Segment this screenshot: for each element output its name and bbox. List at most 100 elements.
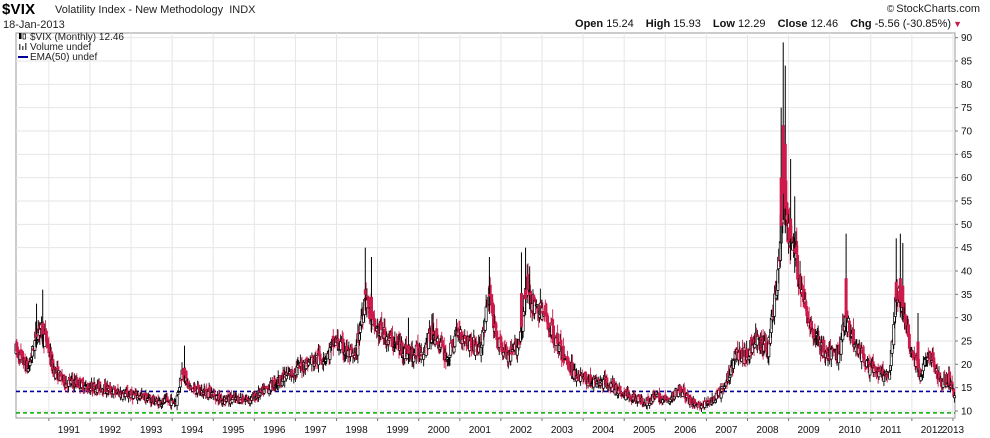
high-value: 15.93: [673, 18, 701, 30]
x-tick-label: 1994: [181, 425, 204, 436]
candle-body: [756, 335, 760, 337]
spike-body: [844, 278, 848, 318]
spike-body: [431, 331, 435, 334]
y-tick-label: 50: [961, 220, 973, 231]
candle-body: [864, 367, 868, 370]
brand-logo[interactable]: © StockCharts.com: [887, 3, 980, 15]
candle-body: [678, 385, 682, 394]
candle-body: [30, 346, 34, 357]
y-tick-label: 35: [961, 290, 973, 301]
candle-body: [892, 324, 896, 346]
candle-body: [170, 399, 174, 401]
y-tick-label: 60: [961, 173, 973, 184]
candle-body: [500, 342, 504, 352]
copyright-icon: ©: [886, 4, 895, 15]
candle-body: [807, 319, 811, 323]
spike-body: [894, 281, 898, 300]
index-name: Volatility Index - New Methodology INDX: [55, 4, 256, 16]
candle-body: [175, 395, 179, 406]
legend-price: $VIX (Monthly) 12.46: [30, 32, 124, 43]
legend-candle-icon: [22, 33, 26, 40]
candle-body: [907, 333, 911, 349]
candle-body: [285, 374, 289, 377]
x-tick-label: 1997: [304, 425, 327, 436]
y-tick-label: 75: [961, 103, 973, 114]
x-tick-label: 1999: [387, 425, 410, 436]
x-tick-label: 2004: [592, 425, 615, 436]
candle-body: [63, 375, 66, 387]
candle-body: [648, 403, 652, 406]
candle-body: [562, 359, 566, 361]
close-label: Close: [777, 18, 808, 30]
ticker-symbol: $VIX: [2, 1, 36, 18]
spike-body: [779, 177, 783, 227]
spike-body: [406, 345, 410, 354]
candle-body: [453, 335, 457, 347]
candle-body: [484, 306, 488, 322]
chart-date: 18-Jan-2013: [3, 19, 65, 31]
candle-body: [179, 379, 183, 382]
y-tick-label: 55: [961, 197, 973, 208]
x-tick-label: 1992: [99, 425, 122, 436]
candle-body: [158, 399, 162, 402]
candle-body: [197, 384, 200, 390]
candle-body: [424, 342, 428, 356]
x-tick-label: 2002: [510, 425, 533, 436]
spike-body: [793, 248, 797, 253]
spike-body: [528, 292, 532, 296]
spike-body: [35, 334, 39, 337]
candle-body: [888, 371, 892, 380]
candle-body: [767, 337, 771, 357]
chg-label: Chg: [850, 18, 872, 30]
spike-body: [41, 322, 45, 335]
candle-body: [564, 356, 568, 359]
spike-body: [519, 293, 523, 328]
spike-body: [363, 289, 367, 295]
x-tick-label: 2006: [674, 425, 697, 436]
x-tick-label: 1991: [58, 425, 81, 436]
spike-body: [487, 294, 491, 297]
candle-body: [682, 387, 686, 393]
candle-body: [719, 392, 723, 399]
y-tick-label: 90: [961, 33, 973, 44]
candle-body: [193, 385, 197, 392]
candle-body: [561, 345, 565, 363]
x-tick-label: 1996: [263, 425, 286, 436]
spike-body: [901, 285, 905, 307]
high-label: High: [645, 18, 671, 30]
x-tick-label: 2013: [942, 425, 965, 436]
x-tick-label: 2001: [469, 425, 492, 436]
open-value: 15.24: [606, 18, 634, 30]
y-tick-label: 25: [961, 337, 973, 348]
candle-body: [862, 354, 866, 361]
spike-body: [916, 341, 920, 369]
x-tick-label: 2009: [797, 425, 820, 436]
y-tick-label: 70: [961, 127, 973, 138]
brand-name: StockCharts.com: [896, 3, 980, 15]
candle-body: [380, 322, 384, 331]
y-tick-label: 40: [961, 267, 973, 278]
candle-body: [422, 354, 426, 360]
y-tick-label: 80: [961, 80, 973, 91]
exchange-label: INDX: [229, 4, 256, 16]
candle-body: [953, 395, 957, 399]
y-tick-label: 45: [961, 243, 973, 254]
y-tick-label: 85: [961, 57, 973, 68]
legend-volume: Volume undef: [30, 42, 91, 53]
x-tick-label: 2012: [921, 425, 944, 436]
candle-body: [806, 311, 809, 324]
x-tick-label: 1993: [140, 425, 163, 436]
x-tick-label: 2008: [756, 425, 779, 436]
x-tick-label: 2010: [839, 425, 862, 436]
down-arrow-icon: ▼: [953, 19, 962, 29]
x-tick-label: 2011: [880, 425, 902, 436]
candle-body: [366, 295, 370, 298]
low-value: 12.29: [737, 18, 766, 30]
legend-volume-icon: [25, 43, 27, 50]
plot-area: [15, 32, 956, 419]
open-label: Open: [575, 18, 604, 30]
legend-ema: EMA(50) undef: [30, 52, 97, 63]
candle-body: [839, 336, 843, 355]
